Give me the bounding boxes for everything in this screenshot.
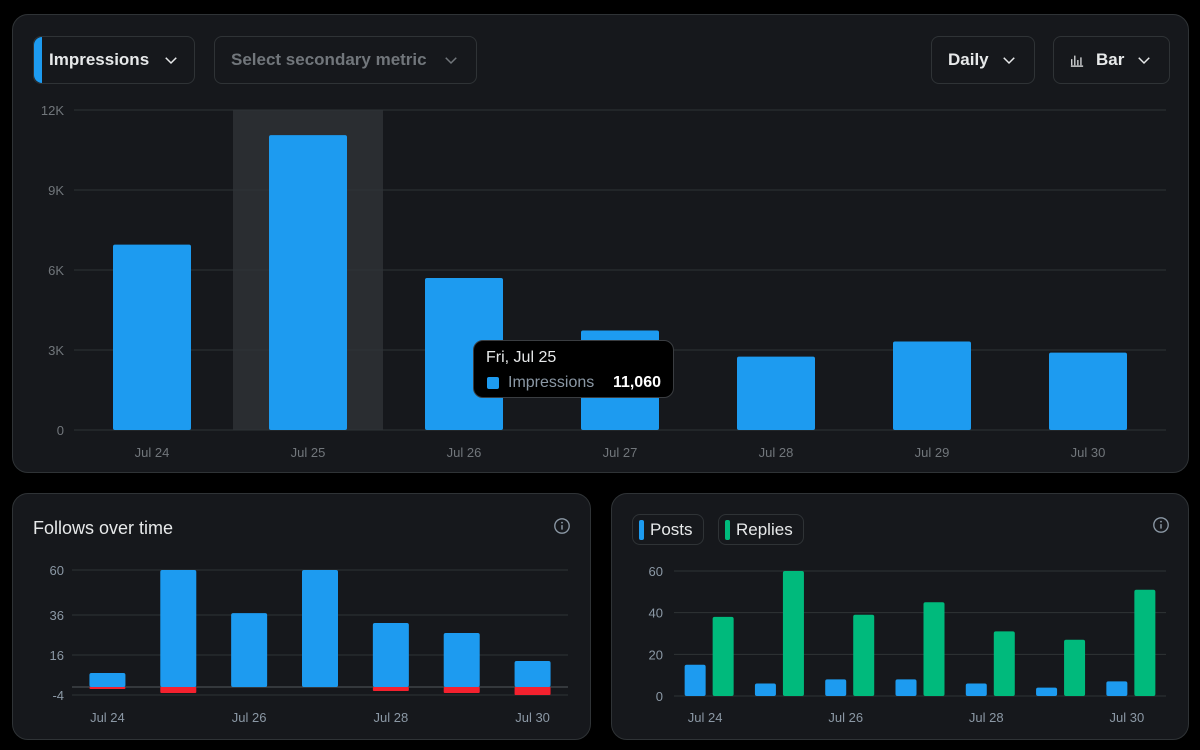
replies-swatch bbox=[725, 519, 730, 540]
posts-swatch bbox=[639, 519, 644, 540]
secondary-metric-placeholder: Select secondary metric bbox=[231, 50, 427, 69]
tooltip-series-label: Impressions bbox=[508, 374, 595, 391]
y-tick-label: 0 bbox=[57, 423, 64, 438]
y-tick-label: 9K bbox=[48, 183, 64, 198]
bar-impressions bbox=[893, 341, 971, 430]
bar-chart-icon bbox=[1070, 55, 1084, 67]
chevron-down-icon bbox=[445, 57, 457, 65]
interval-dropdown[interactable]: Daily bbox=[931, 36, 1035, 84]
x-tick-label: Jul 27 bbox=[603, 445, 638, 460]
bar-impressions bbox=[737, 356, 815, 430]
x-tick-label: Jul 29 bbox=[915, 445, 950, 460]
legend-posts[interactable]: Posts bbox=[632, 514, 704, 545]
chevron-down-icon bbox=[165, 57, 177, 65]
secondary-metric-dropdown[interactable]: Select secondary metric bbox=[214, 36, 477, 84]
x-tick-label: Jul 25 bbox=[291, 445, 326, 460]
follows-card: Follows over time bbox=[12, 493, 591, 740]
interval-label: Daily bbox=[948, 50, 989, 69]
tooltip-value: 11,060 bbox=[612, 374, 661, 391]
primary-metric-label: Impressions bbox=[49, 50, 150, 69]
bar-impressions bbox=[269, 135, 347, 431]
legend-replies[interactable]: Replies bbox=[718, 514, 804, 545]
chart-type-dropdown[interactable]: Bar bbox=[1053, 36, 1170, 84]
legend-replies-label: Replies bbox=[736, 519, 793, 539]
chevron-down-icon bbox=[1003, 57, 1015, 65]
legend-posts-label: Posts bbox=[650, 519, 693, 539]
metric-color-indicator bbox=[34, 37, 42, 83]
chart-type-label: Bar bbox=[1096, 50, 1125, 69]
bar-impressions bbox=[1049, 352, 1127, 430]
info-icon[interactable] bbox=[553, 517, 571, 535]
chevron-down-icon bbox=[1138, 57, 1150, 65]
x-tick-label: Jul 28 bbox=[759, 445, 794, 460]
tooltip-date: Fri, Jul 25 bbox=[486, 349, 557, 366]
x-tick-label: Jul 24 bbox=[135, 445, 170, 460]
posts-replies-card: Posts Replies bbox=[611, 493, 1189, 740]
follows-title: Follows over time bbox=[33, 518, 174, 538]
y-tick-label: 6K bbox=[48, 263, 64, 278]
y-tick-label: 3K bbox=[48, 343, 64, 358]
info-icon[interactable] bbox=[1152, 516, 1170, 534]
y-tick-label: 12K bbox=[41, 103, 64, 118]
chart-tooltip: Fri, Jul 25 Impressions 11,060 bbox=[473, 340, 674, 398]
primary-metric-dropdown[interactable]: Impressions bbox=[33, 36, 195, 84]
bar-impressions bbox=[113, 244, 191, 430]
x-tick-label: Jul 30 bbox=[1071, 445, 1106, 460]
x-tick-label: Jul 26 bbox=[447, 445, 482, 460]
tooltip-swatch bbox=[487, 377, 499, 389]
